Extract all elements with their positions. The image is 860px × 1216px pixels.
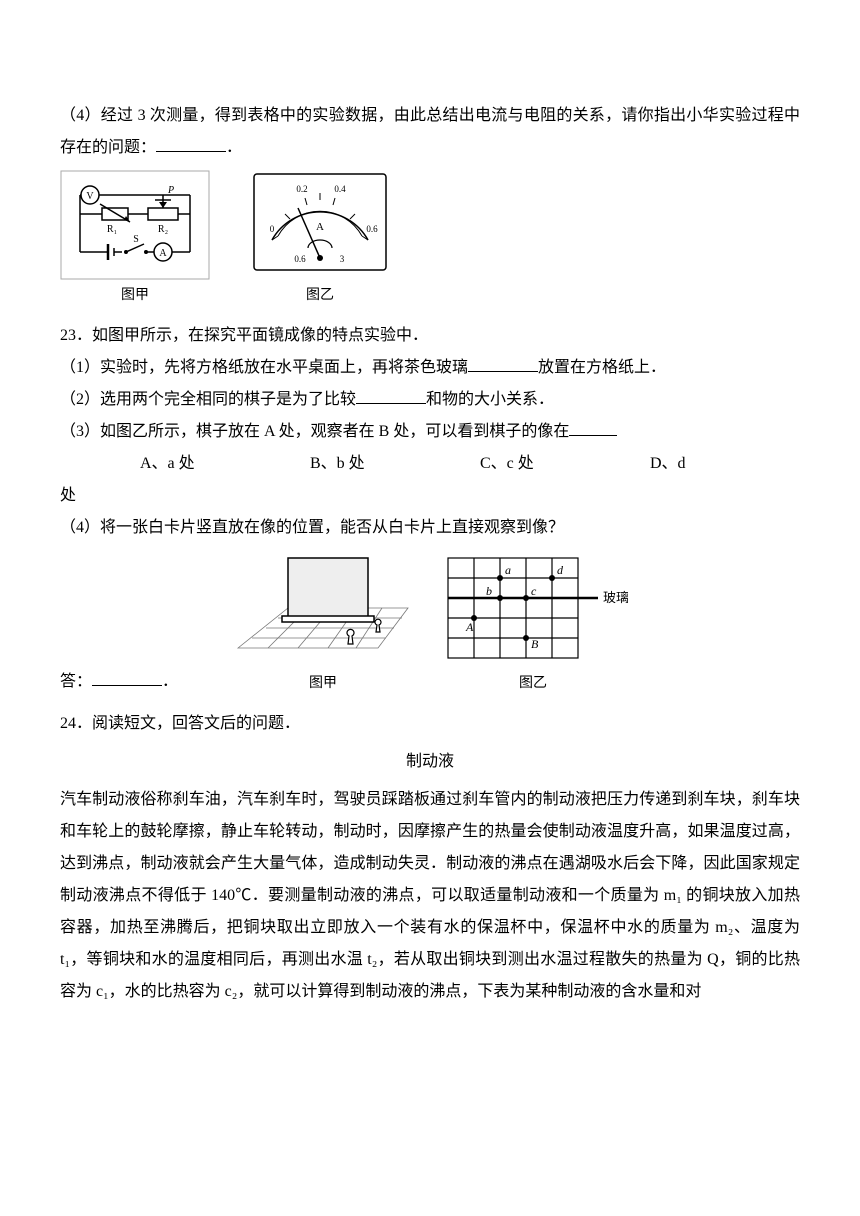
- inner-left: 0.6: [294, 254, 306, 264]
- ammeter-label: A: [159, 248, 167, 259]
- tick-0: 0: [270, 224, 275, 234]
- voltmeter-label: V: [86, 191, 94, 202]
- tick-06: 0.6: [366, 224, 378, 234]
- q23-blank2[interactable]: [356, 386, 426, 404]
- q22-fig2: 0 0.2 0.4 0.6 A 0.6 3 图乙: [250, 170, 390, 310]
- q23-options: A、a 处 B、b 处 C、c 处 D、d: [60, 448, 800, 480]
- q23-blank3[interactable]: [569, 418, 617, 436]
- q23-p3-text: （3）如图乙所示，棋子放在 A 处，观察者在 B 处，可以看到棋子的像在: [60, 423, 569, 440]
- mirror-setup-svg: [228, 548, 418, 668]
- dot-d: d: [557, 563, 564, 577]
- q23-ans-label: 答：: [60, 673, 92, 690]
- q23-optD-tail: 处: [60, 480, 800, 512]
- inner-right: 3: [340, 254, 345, 264]
- q23-p1a: （1）实验时，先将方格纸放在水平桌面上，再将茶色玻璃: [60, 359, 468, 376]
- q23-fig2-caption: 图乙: [438, 670, 628, 698]
- q22-fig1: V R₁ R₂ P S: [60, 170, 210, 310]
- q23-optA[interactable]: A、a 处: [140, 448, 310, 480]
- q24-stem: 24．阅读短文，回答文后的问题．: [60, 708, 800, 740]
- q23-answer-row: 答： ． 图甲: [60, 548, 800, 698]
- q24-title: 制动液: [60, 746, 800, 778]
- q23-optC[interactable]: C、c 处: [480, 448, 650, 480]
- q23-blank4[interactable]: [92, 668, 162, 686]
- meter-unit: A: [316, 221, 324, 233]
- mirror-label: 玻璃: [603, 590, 628, 605]
- q23-optB[interactable]: B、b 处: [310, 448, 480, 480]
- q22-figures: V R₁ R₂ P S: [60, 170, 800, 310]
- dot-A: A: [465, 620, 474, 634]
- q23-fig1: 图甲: [228, 548, 418, 698]
- tick-02: 0.2: [296, 184, 307, 194]
- q23-optD[interactable]: D、d: [650, 448, 800, 480]
- grid-svg: 玻璃 a d b c A B: [438, 548, 628, 668]
- q22-fig1-caption: 图甲: [60, 282, 210, 310]
- q22-period: ．: [226, 139, 242, 156]
- s-label: S: [133, 234, 139, 245]
- q23-blank1[interactable]: [468, 354, 538, 372]
- q23-p1: （1）实验时，先将方格纸放在水平桌面上，再将茶色玻璃 放置在方格纸上．: [60, 352, 800, 384]
- meter-svg: 0 0.2 0.4 0.6 A 0.6 3: [250, 170, 390, 280]
- q23-fig2: 玻璃 a d b c A B 图乙: [438, 548, 628, 698]
- p-label: P: [167, 185, 174, 196]
- dot-a: a: [505, 563, 511, 577]
- tick-04: 0.4: [334, 184, 346, 194]
- dot-b: b: [486, 584, 492, 598]
- q23-p2a: （2）选用两个完全相同的棋子是为了比较: [60, 391, 356, 408]
- q23-p2b: 和物的大小关系．: [426, 391, 554, 408]
- circuit-svg: V R₁ R₂ P S: [60, 170, 210, 280]
- q22-p4: （4）经过 3 次测量，得到表格中的实验数据，由此总结出电流与电阻的关系，请你指…: [60, 100, 800, 164]
- q22-blank[interactable]: [156, 134, 226, 152]
- q23-p2: （2）选用两个完全相同的棋子是为了比较 和物的大小关系．: [60, 384, 800, 416]
- q23-p4: （4）将一张白卡片竖直放在像的位置，能否从白卡片上直接观察到像？: [60, 512, 800, 544]
- q23-answer: 答： ．: [60, 666, 178, 698]
- r1-label: R₁: [107, 224, 117, 235]
- q23-p3: （3）如图乙所示，棋子放在 A 处，观察者在 B 处，可以看到棋子的像在: [60, 416, 800, 448]
- q23-period: ．: [162, 673, 178, 690]
- r2-label: R₂: [158, 224, 168, 235]
- q23-fig1-caption: 图甲: [228, 670, 418, 698]
- dot-B: B: [531, 637, 539, 651]
- q23-p1b: 放置在方格纸上．: [538, 359, 666, 376]
- q22-fig2-caption: 图乙: [250, 282, 390, 310]
- q24-body: 汽车制动液俗称刹车油，汽车刹车时，驾驶员踩踏板通过刹车管内的制动液把压力传递到刹…: [60, 784, 800, 1008]
- q23-stem: 23．如图甲所示，在探究平面镜成像的特点实验中．: [60, 320, 800, 352]
- dot-c: c: [531, 584, 537, 598]
